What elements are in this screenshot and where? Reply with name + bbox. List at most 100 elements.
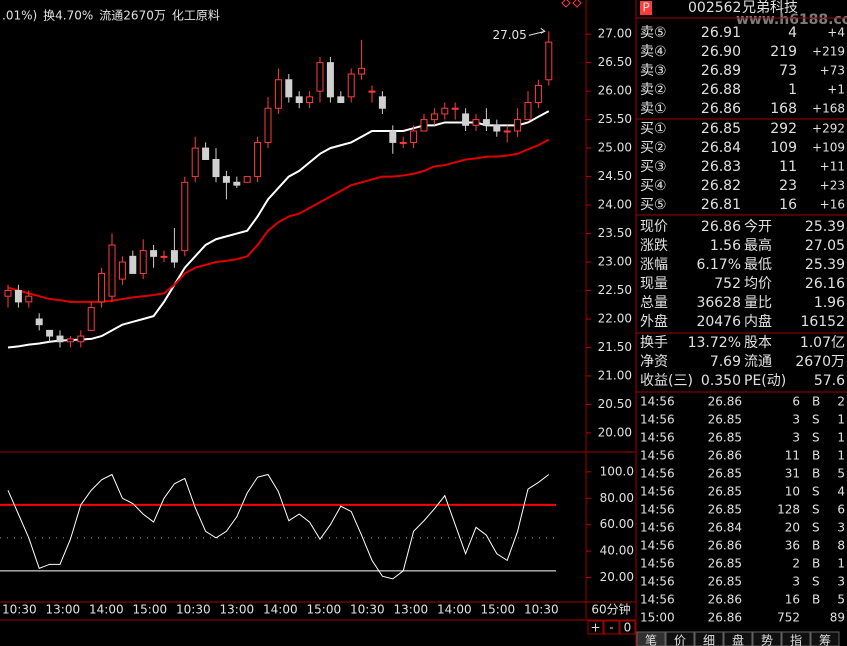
y-tick-label: 40.00	[600, 544, 634, 558]
x-tick-label: 13:00	[46, 603, 81, 617]
zoom-button-label[interactable]: -	[609, 621, 613, 635]
candle-body	[4, 290, 12, 297]
candle-body	[46, 329, 54, 337]
book-change: +168	[812, 102, 845, 116]
stat-label: 现量	[640, 276, 668, 292]
oscillator-line	[7, 473, 550, 580]
trade-time: 14:56	[640, 485, 675, 499]
y-tick-label: 20.00	[600, 570, 634, 584]
panel-tab[interactable]	[723, 631, 753, 646]
candle-body	[129, 255, 137, 274]
annotation: 27.05	[492, 28, 526, 42]
candle-body	[170, 250, 178, 263]
y-tick-label: 100.0	[600, 464, 634, 478]
book-change: +109	[812, 141, 845, 155]
book-volume: 4	[788, 25, 797, 41]
info-label: 股本	[744, 335, 772, 351]
trade-side: B	[812, 539, 820, 553]
y-tick-label: 24.50	[598, 169, 632, 183]
trade-count: 6	[837, 503, 845, 517]
candle-body	[316, 62, 324, 92]
panel-tab[interactable]	[665, 631, 695, 646]
y-tick-label: 25.50	[598, 112, 632, 126]
candle-body	[472, 119, 480, 126]
trade-volume: 752	[777, 611, 800, 625]
candle-body	[545, 41, 553, 81]
stat-value: 16152	[800, 314, 845, 330]
panel-tab[interactable]	[810, 631, 840, 646]
candle-body	[160, 255, 168, 258]
x-tick-label: 15:00	[481, 603, 516, 617]
book-price: 26.81	[701, 197, 741, 213]
window-icons	[561, 0, 582, 8]
panel-tab-label[interactable]: 指	[790, 633, 802, 646]
y-tick-label: 20.50	[598, 397, 632, 411]
panel-tab-label[interactable]: 笔	[645, 633, 657, 646]
book-volume: 109	[770, 140, 797, 156]
zoom-button-label[interactable]: +	[590, 621, 600, 635]
y-tick-label: 23.00	[598, 255, 632, 269]
trade-count: 1	[837, 413, 845, 427]
book-label: 买④	[640, 178, 667, 194]
stock-icon	[640, 1, 652, 15]
trade-time: 14:56	[640, 557, 675, 571]
zoom-button-label[interactable]: 0	[624, 621, 632, 635]
x-tick-label: 14:00	[89, 603, 124, 617]
candle-body	[503, 130, 511, 133]
stat-label: 内盘	[744, 313, 772, 330]
book-price: 26.89	[701, 63, 741, 79]
trade-volume: 11	[785, 449, 800, 463]
book-price: 26.83	[701, 159, 741, 175]
candle-body	[87, 307, 95, 331]
candle-body	[66, 338, 74, 343]
trade-volume: 3	[792, 413, 800, 427]
book-change: +4	[827, 26, 845, 40]
header-item: 化工原料	[172, 9, 220, 23]
trade-volume: 128	[777, 503, 800, 517]
y-tick-label: 21.50	[598, 340, 632, 354]
panel-tab-label[interactable]: 细	[703, 634, 715, 646]
y-tick-label: 27.00	[598, 27, 632, 41]
zoom-button[interactable]	[587, 620, 604, 635]
candle-body	[441, 107, 449, 115]
book-volume: 11	[779, 159, 797, 175]
book-volume: 73	[779, 63, 797, 79]
panel-tab-label[interactable]: 势	[761, 634, 773, 646]
x-tick-label: 10:30	[350, 603, 385, 617]
trade-side: B	[812, 449, 820, 463]
book-volume: 16	[779, 197, 797, 213]
zoom-button[interactable]	[619, 620, 636, 635]
trade-time: 14:56	[640, 431, 675, 445]
candle-body	[150, 250, 158, 257]
trade-volume: 6	[792, 395, 800, 409]
zoom-button[interactable]	[603, 620, 620, 635]
trade-side: S	[812, 575, 820, 589]
trade-time: 14:56	[640, 539, 675, 553]
info-value: 2670万	[795, 354, 845, 370]
candle-body	[191, 147, 199, 178]
candle-body	[56, 335, 64, 343]
trade-volume: 36	[785, 539, 800, 553]
stat-value: 1.56	[710, 238, 741, 254]
candle-body	[264, 107, 272, 143]
candle-body	[420, 119, 428, 132]
stock-icon-label: P	[642, 1, 649, 15]
panel-tab[interactable]	[781, 631, 811, 646]
book-price: 26.82	[701, 178, 741, 194]
trade-count: 1	[837, 449, 845, 463]
stat-value: 26.86	[701, 219, 741, 235]
panel-tab-label[interactable]: 价	[674, 634, 686, 646]
panel-tab[interactable]	[636, 631, 666, 646]
candle-body	[368, 90, 376, 93]
book-volume: 1	[788, 82, 797, 98]
panel-tab-label[interactable]: 筹	[819, 634, 831, 646]
candle-body	[524, 102, 532, 121]
info-label: 净资	[640, 354, 668, 370]
trade-price: 26.85	[708, 431, 742, 445]
period-label: 60分钟	[591, 602, 630, 617]
info-value: 1.07亿	[800, 335, 845, 351]
panel-tab[interactable]	[752, 631, 782, 646]
trade-volume: 3	[792, 575, 800, 589]
panel-tab-label[interactable]: 盘	[732, 633, 744, 646]
panel-tab[interactable]	[694, 631, 724, 646]
